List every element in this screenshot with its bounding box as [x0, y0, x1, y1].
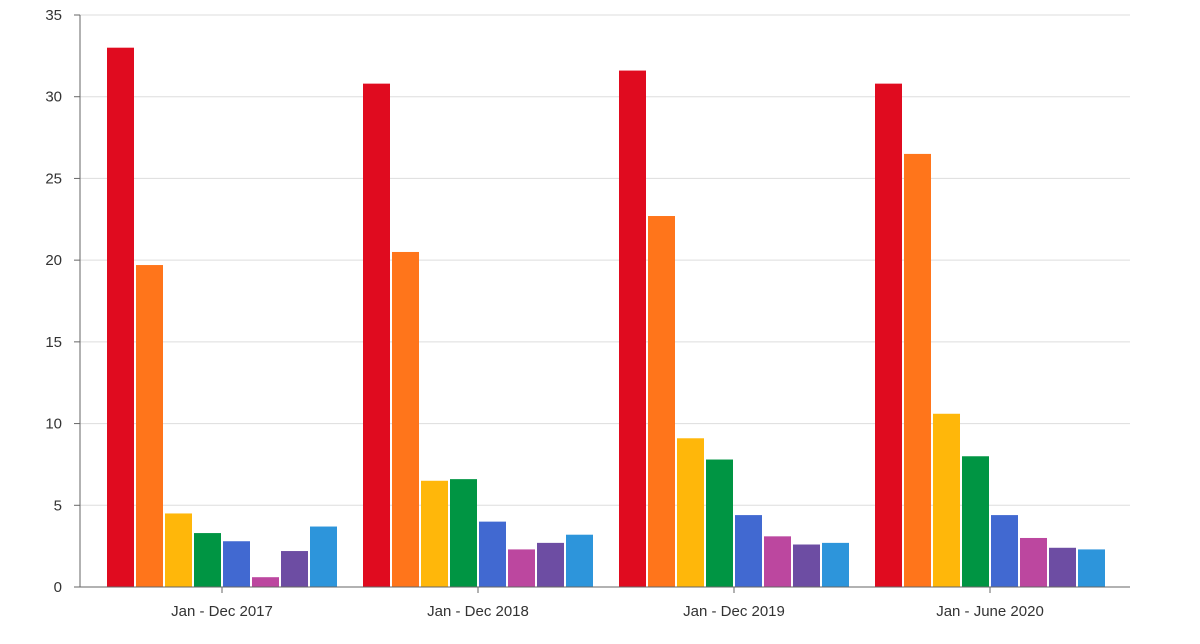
x-axis-ticks: Jan - Dec 2017 Jan - Dec 2018 Jan - Dec 20…: [171, 587, 1044, 620]
bar: [735, 515, 762, 587]
x-tick-label: Jan - Dec 2018: [427, 603, 529, 620]
y-tick-label: 10: [45, 416, 62, 433]
bar: [619, 70, 646, 587]
bar: [962, 456, 989, 587]
bar: [392, 251, 419, 587]
y-tick-label: 15: [45, 334, 62, 351]
y-tick-label: 20: [45, 252, 62, 269]
bar: [194, 533, 221, 587]
bar: [479, 521, 506, 587]
bar: [648, 216, 675, 587]
bars: [107, 47, 1105, 587]
y-tick-label: 30: [45, 89, 62, 106]
bar: [223, 541, 250, 587]
y-tick-label: 0: [54, 579, 62, 596]
bar: [107, 47, 134, 587]
bar: [904, 153, 931, 587]
bar: [566, 534, 593, 587]
bar: [875, 83, 902, 587]
y-axis-ticks: 0 5 10 15 20 25 30 35: [45, 7, 80, 596]
y-tick-label: 25: [45, 170, 62, 187]
x-tick-label: Jan - Dec 2019: [683, 603, 785, 620]
bar: [991, 515, 1018, 587]
x-tick-label: Jan - June 2020: [936, 603, 1044, 620]
bar: [421, 480, 448, 587]
bar: [706, 459, 733, 587]
bar: [677, 438, 704, 587]
bar: [1049, 547, 1076, 587]
bar: [508, 549, 535, 587]
bar: [933, 413, 960, 587]
y-tick-label: 5: [54, 497, 62, 514]
x-tick-label: Jan - Dec 2017: [171, 603, 273, 620]
bar: [764, 536, 791, 587]
bar: [252, 577, 279, 587]
bar: [136, 265, 163, 587]
bar: [363, 83, 390, 587]
gridlines: [80, 14, 1130, 506]
y-tick-label: 35: [45, 7, 62, 24]
bar: [165, 513, 192, 587]
bar: [537, 542, 564, 587]
bar: [822, 542, 849, 587]
bar: [281, 551, 308, 587]
bar: [793, 544, 820, 587]
bar: [1020, 537, 1047, 587]
bar: [450, 479, 477, 587]
bar: [310, 526, 337, 587]
bar: [1078, 549, 1105, 587]
